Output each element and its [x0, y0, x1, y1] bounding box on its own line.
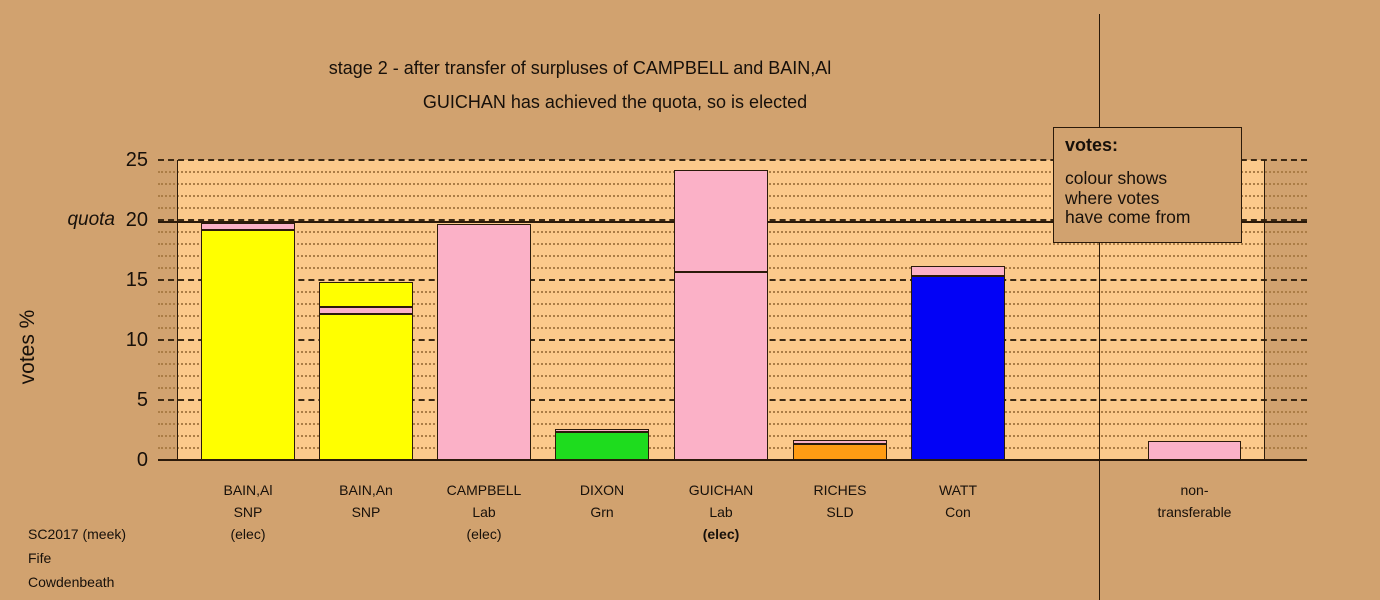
- bar-segment: [555, 428, 649, 432]
- footer-council: Fife: [28, 550, 52, 566]
- bar-segment: [319, 314, 413, 460]
- candidate-label-line: (elec): [466, 526, 502, 542]
- legend-line: have come from: [1065, 207, 1191, 227]
- footer-ward: Cowdenbeath: [28, 574, 115, 590]
- chart-title-line2: GUICHAN has achieved the quota, so is el…: [422, 92, 808, 112]
- y-tick-label: 25: [125, 149, 148, 171]
- candidate-label-line: CAMPBELL: [446, 482, 522, 498]
- y-axis-title: votes %: [16, 309, 39, 385]
- bar-segment: [437, 223, 531, 460]
- bar-segment: [201, 229, 295, 460]
- y-tick-label: 5: [136, 389, 148, 411]
- y-tick-label: 0: [136, 449, 148, 471]
- candidate-label-line: RICHES: [813, 482, 867, 498]
- x-axis-line: [158, 459, 1307, 461]
- candidate-label: GUICHAN Lab (elec): [646, 479, 796, 545]
- candidate-label-line: Con: [945, 504, 971, 520]
- chart-title-line1: stage 2 - after transfer of surpluses of…: [328, 58, 832, 78]
- candidate-label-line: SNP: [351, 504, 381, 520]
- candidate-label-line: Lab: [472, 504, 496, 520]
- candidate-label-line: BAIN,Al: [223, 482, 273, 498]
- footer-block: SC2017 (meek) Fife Cowdenbeath: [28, 522, 126, 594]
- quota-label: quota: [67, 209, 115, 230]
- legend-title: votes:: [1065, 135, 1119, 155]
- bar-segment: [201, 223, 295, 230]
- legend-box: votes: colour shows where votes have com…: [1053, 127, 1242, 243]
- bar-segment: [555, 431, 649, 460]
- bar-segment: [793, 443, 887, 460]
- candidate-label-line: SLD: [826, 504, 854, 520]
- y-tick-label: 10: [125, 329, 148, 351]
- y-tick-label: 15: [125, 269, 148, 291]
- candidate-label-line: GUICHAN: [688, 482, 754, 498]
- candidate-label-line: WATT: [938, 482, 978, 498]
- candidate-label: DIXON Grn: [527, 479, 677, 523]
- non-transferable-separator-line: [1099, 14, 1100, 600]
- candidate-label-line: DIXON: [579, 482, 625, 498]
- candidate-label: CAMPBELL Lab (elec): [409, 479, 559, 545]
- bar-segment: [674, 169, 768, 272]
- candidate-label: BAIN,Al SNP (elec): [173, 479, 323, 545]
- footer-election-id: SC2017 (meek): [28, 526, 127, 542]
- legend-line: colour shows: [1065, 168, 1168, 188]
- legend-line: where votes: [1065, 187, 1160, 208]
- candidate-label-line: (elec): [702, 526, 740, 542]
- candidate-label: WATT Con: [883, 479, 1033, 523]
- bar-segment: [674, 271, 768, 460]
- candidate-label-line: non-: [1180, 482, 1209, 498]
- candidate-label-line: transferable: [1157, 504, 1232, 520]
- bar-segment: [911, 275, 1005, 460]
- candidate-label-line: Grn: [590, 504, 614, 520]
- candidate-label: RICHES SLD: [765, 479, 915, 523]
- bar-segment: [793, 439, 887, 444]
- candidate-label: BAIN,An SNP: [291, 479, 441, 523]
- candidate-label-line: SNP: [233, 504, 263, 520]
- non-transferable-label: non-transferable: [1120, 479, 1270, 523]
- y-tick-label: 20: [125, 209, 148, 231]
- candidate-label-line: BAIN,An: [339, 482, 393, 498]
- bar-segment: [1148, 441, 1241, 460]
- candidate-label-line: (elec): [230, 526, 266, 542]
- bar-segment: [911, 265, 1005, 276]
- plot-left-border: [177, 160, 178, 460]
- candidate-label-line: Lab: [709, 504, 733, 520]
- bar-segment: [319, 282, 413, 307]
- plot-right-border: [1264, 160, 1265, 460]
- bar-segment: [319, 307, 413, 315]
- y-gridline-major: [158, 159, 1307, 161]
